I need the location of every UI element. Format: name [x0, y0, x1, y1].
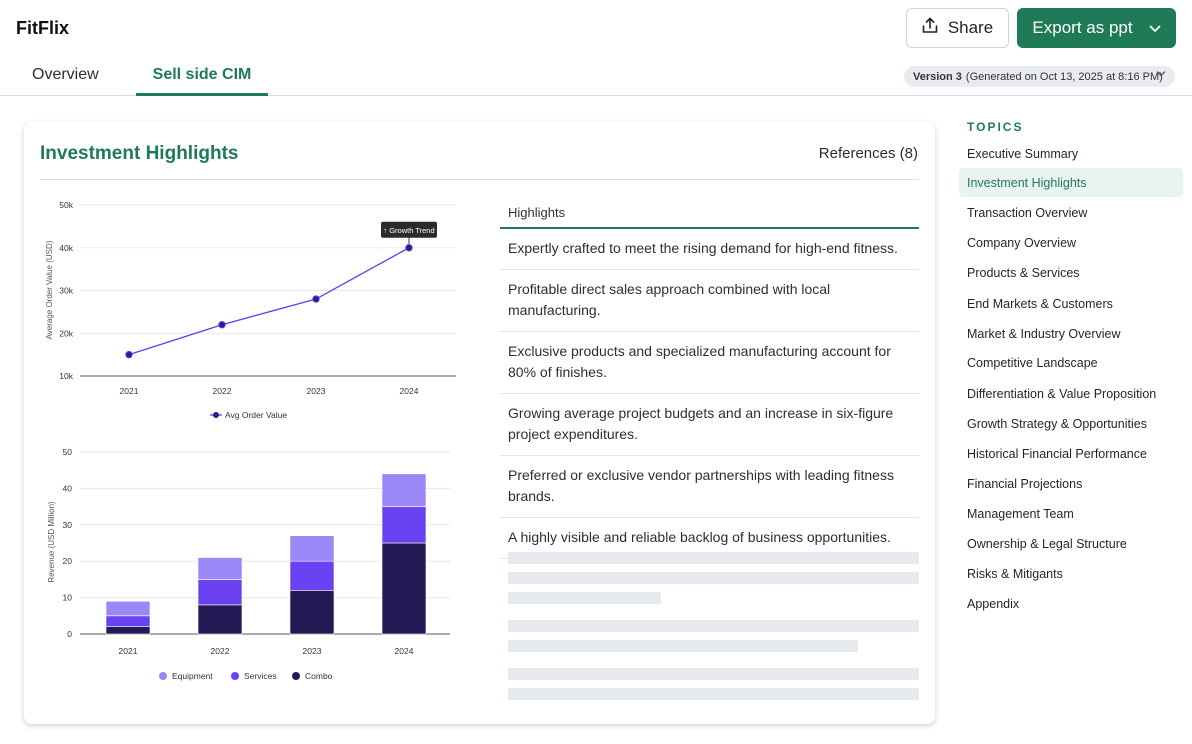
y-tick-label: 20k [59, 328, 73, 338]
y-tick-label: 50k [59, 200, 73, 210]
topic-item[interactable]: Growth Strategy & Opportunities [967, 416, 1147, 431]
legend-label: Services [244, 671, 277, 681]
topic-item[interactable]: Management Team [967, 506, 1074, 521]
legend-label: Avg Order Value [225, 410, 287, 420]
annotation-label: ↑ Growth Trend [383, 226, 434, 235]
export-button[interactable]: Export as ppt [1017, 8, 1176, 48]
highlight-row: Exclusive products and specialized manuf… [500, 332, 919, 394]
bar-segment [381, 473, 427, 507]
skeleton-line [508, 552, 919, 564]
topic-item[interactable]: Market & Industry Overview [967, 326, 1121, 341]
x-tick-label: 2022 [211, 646, 230, 656]
skeleton-line [508, 688, 919, 700]
x-tick-label: 2023 [303, 646, 322, 656]
version-detail: (Generated on Oct 13, 2025 at 8:16 PM) [965, 70, 1163, 83]
tab-sell-side-cim[interactable]: Sell side CIM [136, 66, 268, 96]
x-tick-label: 2023 [307, 386, 326, 396]
y-tick-label: 30k [59, 286, 73, 296]
bar-segment [105, 600, 151, 617]
bar-segment [105, 615, 151, 628]
topic-item[interactable]: Risks & Mitigants [967, 566, 1063, 581]
y-tick-label: 10 [63, 593, 73, 603]
y-tick-label: 0 [67, 629, 72, 639]
legend-marker [213, 412, 219, 418]
skeleton-line [508, 640, 858, 652]
divider [40, 179, 919, 180]
chevron-down-icon [1156, 69, 1166, 81]
y-tick-label: 20 [63, 556, 73, 566]
x-tick-label: 2022 [213, 386, 232, 396]
legend-label: Equipment [172, 671, 213, 681]
skeleton-line [508, 572, 919, 584]
legend-marker [231, 672, 239, 680]
y-tick-label: 40 [63, 483, 73, 493]
y-axis-label: Average Order Value (USD) [45, 240, 54, 339]
legend-marker [292, 672, 300, 680]
x-tick-label: 2024 [395, 646, 414, 656]
highlight-row: Growing average project budgets and an i… [500, 394, 919, 456]
data-point [218, 321, 226, 329]
highlight-row: Preferred or exclusive vendor partnershi… [500, 456, 919, 518]
highlights-header: Highlights [500, 202, 919, 229]
tab-bar: Overview Sell side CIM [0, 56, 1192, 96]
topic-item[interactable]: Transaction Overview [967, 205, 1088, 220]
x-tick-label: 2021 [119, 646, 138, 656]
topic-item[interactable]: Company Overview [967, 235, 1077, 250]
skeleton-line [508, 620, 919, 632]
topic-item[interactable]: Products & Services [967, 265, 1080, 280]
annotation-box [381, 221, 437, 238]
app-title: FitFlix [16, 18, 69, 38]
topic-item[interactable]: Competitive Landscape [967, 355, 1098, 370]
charts-area: 10k 20k 30k 40k 50k 2021 2022 2023 2024 Average O… [45, 200, 456, 681]
section-title: Investment Highlights [40, 143, 239, 164]
x-tick-label: 2024 [400, 386, 419, 396]
bar-segment [105, 626, 151, 635]
topic-item[interactable]: Differentiation & Value Proposition [967, 386, 1157, 401]
data-point [312, 295, 320, 303]
investment-highlights-card: Investment Highlights References (8) 10k… [24, 122, 935, 724]
skeleton-line [508, 668, 919, 680]
topics-title: TOPICS [967, 120, 1024, 134]
bar-segment [289, 590, 335, 635]
topic-item[interactable]: Investment Highlights [959, 168, 1183, 197]
skeleton-line [508, 592, 661, 604]
x-tick-label: 2021 [120, 386, 139, 396]
topic-item[interactable]: End Markets & Customers [967, 296, 1113, 311]
chevron-down-icon [1149, 18, 1161, 38]
y-axis-label: Revenue (USD Million) [47, 501, 56, 583]
highlights-list: Expertly crafted to meet the rising dema… [500, 229, 919, 559]
y-tick-label: 40k [59, 243, 73, 253]
topic-item[interactable]: Ownership & Legal Structure [967, 536, 1127, 551]
bar-segment [197, 557, 243, 580]
share-icon [922, 17, 938, 39]
bar-segment [197, 604, 243, 635]
bar-segment [197, 579, 243, 606]
y-tick-label: 50 [63, 447, 73, 457]
data-point [125, 350, 133, 359]
series-line [128, 247, 410, 356]
y-tick-label: 10k [59, 371, 73, 381]
share-button[interactable]: Share [906, 8, 1009, 48]
bar-segment [381, 542, 427, 635]
references-link[interactable]: References (8) [818, 145, 918, 162]
share-label: Share [947, 18, 994, 37]
legend-marker [159, 672, 167, 680]
topic-item[interactable]: Executive Summary [967, 146, 1079, 161]
bar-segment [289, 535, 335, 562]
tab-overview[interactable]: Overview [32, 66, 99, 83]
y-tick-label: 30 [63, 520, 73, 530]
bar-segment [381, 506, 427, 544]
highlight-row: Expertly crafted to meet the rising dema… [500, 229, 919, 270]
version-selector[interactable]: Version 3 (Generated on Oct 13, 2025 at … [904, 66, 1175, 87]
topic-item[interactable]: Financial Projections [967, 476, 1083, 491]
legend-label: Combo [305, 671, 333, 681]
highlight-row: Profitable direct sales approach combine… [500, 270, 919, 332]
topic-item[interactable]: Historical Financial Performance [967, 446, 1147, 461]
bar-segment [289, 560, 335, 591]
topic-item[interactable]: Appendix [967, 596, 1020, 611]
export-label: Export as ppt [1032, 18, 1133, 37]
version-label: Version 3 [913, 70, 962, 83]
data-point [405, 244, 413, 252]
